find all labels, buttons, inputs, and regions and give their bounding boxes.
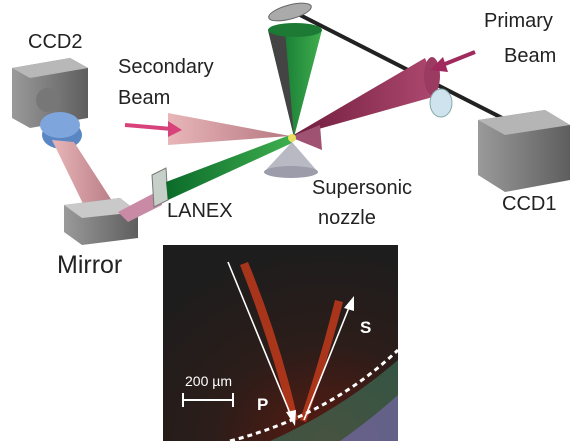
primary-beam-label: Beam	[504, 45, 556, 67]
ccd2-label: CCD2	[28, 31, 82, 53]
inset-image: 200 µm P S	[163, 245, 400, 443]
nozzle-label: Supersonic	[312, 177, 412, 199]
labels: CCD2 Secondary Beam Primary Beam Superso…	[28, 10, 556, 279]
p-label: P	[257, 395, 268, 414]
secondary-beam-label: Beam	[118, 87, 170, 109]
apparatus	[12, 2, 570, 245]
mirror-label: Mirror	[57, 251, 122, 279]
secondary-beam-label: Secondary	[118, 56, 214, 78]
ccd1-label: CCD1	[502, 193, 556, 215]
primary-beam-label: Primary	[484, 10, 553, 32]
lanex-label: LANEX	[167, 200, 233, 222]
nozzle-label: nozzle	[318, 207, 376, 229]
scale-bar-label: 200 µm	[185, 373, 232, 389]
s-label: S	[360, 318, 371, 337]
